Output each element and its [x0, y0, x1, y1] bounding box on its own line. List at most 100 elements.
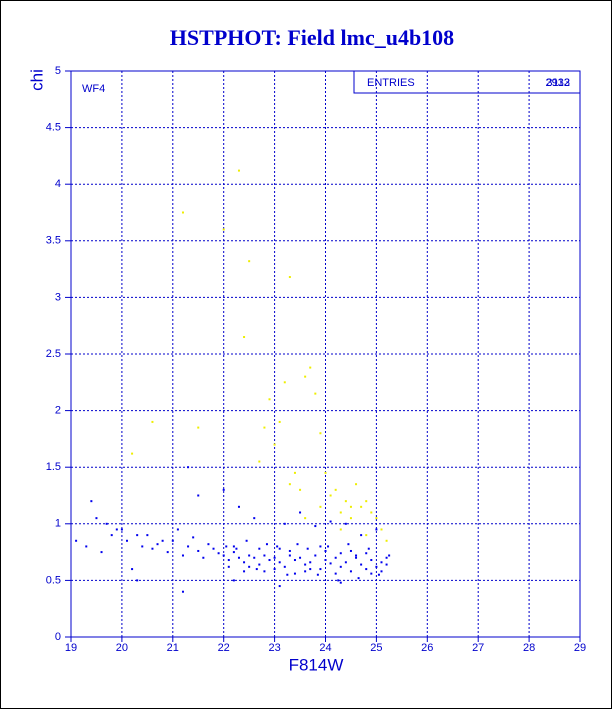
- point: [237, 505, 240, 508]
- point: [309, 366, 312, 369]
- point: [258, 563, 261, 566]
- point: [375, 528, 378, 531]
- y-tick-label: 0.5: [46, 574, 61, 586]
- point: [232, 579, 235, 582]
- point: [146, 534, 149, 537]
- point: [367, 547, 370, 550]
- point: [243, 570, 246, 573]
- point: [90, 500, 93, 503]
- point: [388, 554, 391, 557]
- point: [181, 590, 184, 593]
- point: [181, 211, 184, 214]
- point: [253, 517, 256, 520]
- point: [237, 169, 240, 172]
- panel-label: WF4: [82, 83, 105, 95]
- point: [131, 568, 134, 571]
- x-tick-label: 26: [421, 642, 433, 654]
- point: [349, 505, 352, 508]
- y-tick-label: 3.5: [46, 235, 61, 247]
- point: [258, 547, 261, 550]
- point: [136, 534, 139, 537]
- point: [355, 483, 358, 486]
- point: [347, 543, 350, 546]
- x-tick-label: 28: [523, 642, 535, 654]
- point: [304, 517, 307, 520]
- point: [304, 375, 307, 378]
- point: [380, 561, 383, 564]
- point: [288, 554, 291, 557]
- point: [319, 568, 322, 571]
- point: [377, 573, 380, 576]
- point: [141, 545, 144, 548]
- y-tick-label: 1.5: [46, 461, 61, 473]
- point: [131, 452, 134, 455]
- point: [309, 561, 312, 564]
- point: [110, 534, 113, 537]
- y-tick-label: 0: [55, 631, 61, 643]
- point: [258, 460, 261, 463]
- point: [304, 570, 307, 573]
- point: [357, 577, 360, 580]
- point: [344, 522, 347, 525]
- point: [237, 556, 240, 559]
- chart-title: HSTPHOT: Field lmc_u4b108: [170, 25, 454, 50]
- x-tick-label: 22: [218, 642, 230, 654]
- y-axis-label: chi: [27, 69, 46, 91]
- point: [283, 522, 286, 525]
- point: [85, 545, 88, 548]
- point: [75, 539, 78, 542]
- point: [375, 517, 378, 520]
- point: [248, 554, 251, 557]
- point: [225, 545, 228, 548]
- point: [365, 568, 368, 571]
- point: [339, 528, 342, 531]
- point: [334, 556, 337, 559]
- point: [375, 565, 378, 568]
- x-tick-label: 21: [167, 642, 179, 654]
- point: [207, 543, 210, 546]
- point: [212, 547, 215, 550]
- point: [299, 488, 302, 491]
- point: [283, 381, 286, 384]
- point: [222, 228, 225, 231]
- point: [248, 260, 251, 263]
- point: [319, 545, 322, 548]
- point: [380, 570, 383, 573]
- stats-value: 3113: [546, 77, 570, 89]
- point: [355, 554, 358, 557]
- point: [306, 547, 309, 550]
- point: [227, 565, 230, 568]
- point: [296, 543, 299, 546]
- point: [337, 579, 340, 582]
- point: [349, 570, 352, 573]
- point: [151, 547, 154, 550]
- point: [197, 549, 200, 552]
- point: [156, 543, 159, 546]
- point: [171, 539, 174, 542]
- point: [278, 561, 281, 564]
- point: [344, 561, 347, 564]
- point: [370, 511, 373, 514]
- point: [329, 494, 332, 497]
- point: [334, 488, 337, 491]
- point: [327, 545, 330, 548]
- point: [339, 552, 342, 555]
- point: [278, 585, 281, 588]
- point: [222, 488, 225, 491]
- point: [304, 563, 307, 566]
- point: [329, 562, 332, 565]
- y-tick-label: 2.5: [46, 348, 61, 360]
- point: [125, 539, 128, 542]
- point: [344, 500, 347, 503]
- x-tick-label: 19: [65, 642, 77, 654]
- point: [319, 432, 322, 435]
- point: [217, 552, 220, 555]
- point: [265, 543, 268, 546]
- point: [293, 572, 296, 575]
- point: [273, 443, 276, 446]
- point: [120, 528, 123, 531]
- point: [360, 563, 363, 566]
- point: [197, 426, 200, 429]
- point: [370, 572, 373, 575]
